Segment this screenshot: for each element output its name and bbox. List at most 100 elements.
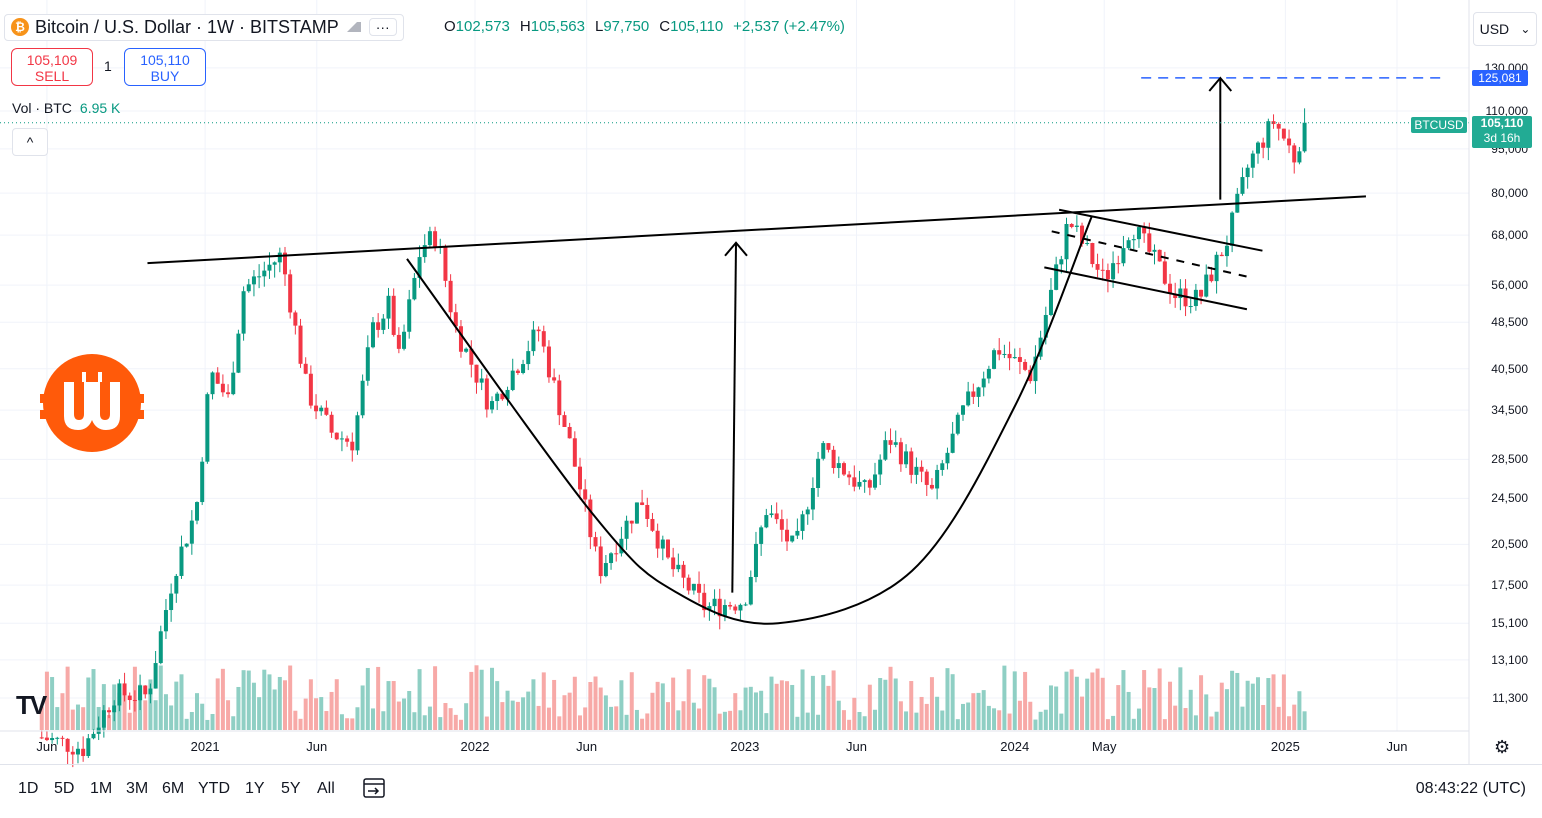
candle-body [660,539,665,549]
chart-grid [0,0,1469,731]
volume-bar [91,669,96,730]
volume-bar [1157,668,1162,730]
last-price: 105,110 [1480,116,1524,130]
candle-body [546,346,551,378]
volume-bar [1302,711,1307,730]
volume-bar [935,696,940,730]
candle-body [1002,353,1007,355]
volume-bar [246,670,251,730]
candle-body [1292,145,1297,163]
candle-body [914,466,919,475]
square-icon[interactable] [345,20,363,34]
volume-bar [1002,665,1007,730]
volume-bar [1281,674,1286,730]
symbol-box[interactable]: ₿ Bitcoin / U.S. Dollar · 1W · BITSTAMP … [4,13,404,41]
volume-bar [1162,719,1167,730]
candle-body [324,407,329,415]
volume-bar [298,718,303,730]
range-button-ytd[interactable]: YTD [198,780,230,797]
candle-body [873,474,878,488]
volume-bar [391,681,396,730]
tradingview-logo[interactable]: TV [16,690,47,720]
candle-body [826,443,831,450]
candle-body [955,414,960,434]
volume-bar [127,712,132,730]
volume-bar [997,710,1002,730]
sell-button[interactable]: 105,109 SELL [11,48,93,86]
range-button-all[interactable]: All [317,780,335,797]
candle-body [246,284,251,292]
volume-bar [215,678,220,730]
volume-bar [469,671,474,730]
candle-body [184,543,189,547]
volume-bar [1147,687,1152,730]
volume-bar [1188,689,1193,730]
range-button-5y[interactable]: 5Y [281,780,301,797]
date-range-icon[interactable] [362,776,388,800]
candle-body [314,405,319,412]
volume-bar [251,682,256,730]
volume-legend[interactable]: Vol · BTC 6.95 K [12,100,120,116]
volume-bar [1012,671,1017,730]
candle-body [929,484,934,489]
candle-body [1131,239,1136,241]
buy-button[interactable]: 105,110 BUY [124,48,206,86]
more-button[interactable]: ··· [368,18,397,36]
candle-body [277,252,282,263]
range-button-1m[interactable]: 1M [90,780,113,797]
volume-bar [360,685,365,730]
range-button-3m[interactable]: 3M [126,780,149,797]
volume-bar [117,692,122,730]
volume-bar [1059,713,1064,730]
volume-bar [810,675,815,730]
volume-bar [308,679,313,730]
symbol-header[interactable]: ₿ Bitcoin / U.S. Dollar · 1W · BITSTAMP … [4,12,404,42]
collapse-button[interactable]: ^ [12,128,48,156]
volume-bar [873,709,878,730]
candle-body [433,231,438,247]
range-button-1d[interactable]: 1D [18,780,39,797]
candle-body [386,295,391,319]
candle-body [893,442,898,445]
volume-bar [831,670,836,730]
volume-bar [909,681,914,730]
bottom-toolbar [0,764,1542,815]
chevron-up-icon: ^ [26,134,34,150]
candle-body [236,333,241,373]
range-button-6m[interactable]: 6M [162,780,185,797]
quantity[interactable]: 1 [104,58,112,74]
clock[interactable]: 08:43:22 (UTC) [1415,780,1526,797]
candle-body [122,683,127,696]
range-button-1y[interactable]: 1Y [245,780,265,797]
volume-bar [546,707,551,730]
volume-bar [759,690,764,730]
candle-body [722,605,727,617]
volume-bar [1235,672,1240,730]
buy-price: 105,110 [140,52,190,68]
candle-body [950,433,955,453]
gear-icon[interactable]: ⚙ [1494,737,1511,757]
candle-body [1261,142,1266,148]
high-value: 105,563 [530,18,585,35]
candle-body [712,598,717,607]
symbol-title[interactable]: Bitcoin / U.S. Dollar · 1W · BITSTAMP [35,16,339,37]
candle-body [334,432,339,440]
range-button-5d[interactable]: 5D [54,780,75,797]
candle-body [681,564,686,578]
candle-body [412,277,417,300]
candle-body [1085,243,1090,245]
candle-body [339,438,344,440]
volume-bar [1266,678,1271,730]
volume-bar [1007,713,1012,730]
candle-body [195,502,200,521]
candle-body [1302,122,1307,152]
volume-bar [267,674,272,730]
candle-body [598,546,603,577]
candle-body [1121,248,1126,264]
currency-select[interactable]: USD ⌄ [1473,12,1537,46]
chart-drawings[interactable] [0,76,1469,625]
volume-bar [153,700,158,730]
candle-body [55,737,60,739]
candle-body [583,489,588,500]
